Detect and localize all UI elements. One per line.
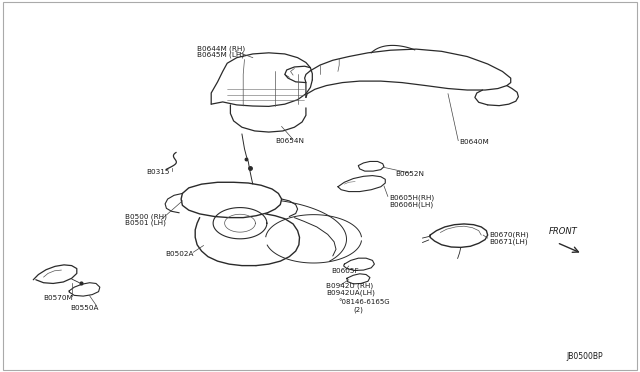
Text: B0652N: B0652N [396, 171, 424, 177]
Text: B0606H(LH): B0606H(LH) [389, 201, 433, 208]
Text: B0644M (RH): B0644M (RH) [197, 45, 245, 52]
Text: (2): (2) [353, 306, 363, 313]
Text: B0654N: B0654N [275, 138, 304, 144]
Text: B0645M (LH): B0645M (LH) [197, 52, 244, 58]
Text: °08146-6165G: °08146-6165G [338, 299, 390, 305]
Text: B0671(LH): B0671(LH) [490, 238, 528, 245]
Text: B0501 (LH): B0501 (LH) [125, 220, 166, 227]
Text: B0942U (RH): B0942U (RH) [326, 282, 374, 289]
Text: B0502A: B0502A [165, 251, 194, 257]
Text: B0500 (RH): B0500 (RH) [125, 213, 166, 220]
Text: JB0500BP: JB0500BP [566, 352, 603, 361]
Text: B0315: B0315 [146, 169, 170, 175]
Text: B0605H(RH): B0605H(RH) [389, 195, 435, 201]
Text: B0670(RH): B0670(RH) [490, 232, 529, 238]
Text: FRONT: FRONT [549, 227, 578, 236]
Text: B0570M: B0570M [44, 295, 73, 301]
Text: B0550A: B0550A [70, 305, 99, 311]
Text: B0605F: B0605F [332, 268, 359, 274]
Text: B0942UA(LH): B0942UA(LH) [326, 289, 375, 296]
Text: B0640M: B0640M [460, 139, 489, 145]
